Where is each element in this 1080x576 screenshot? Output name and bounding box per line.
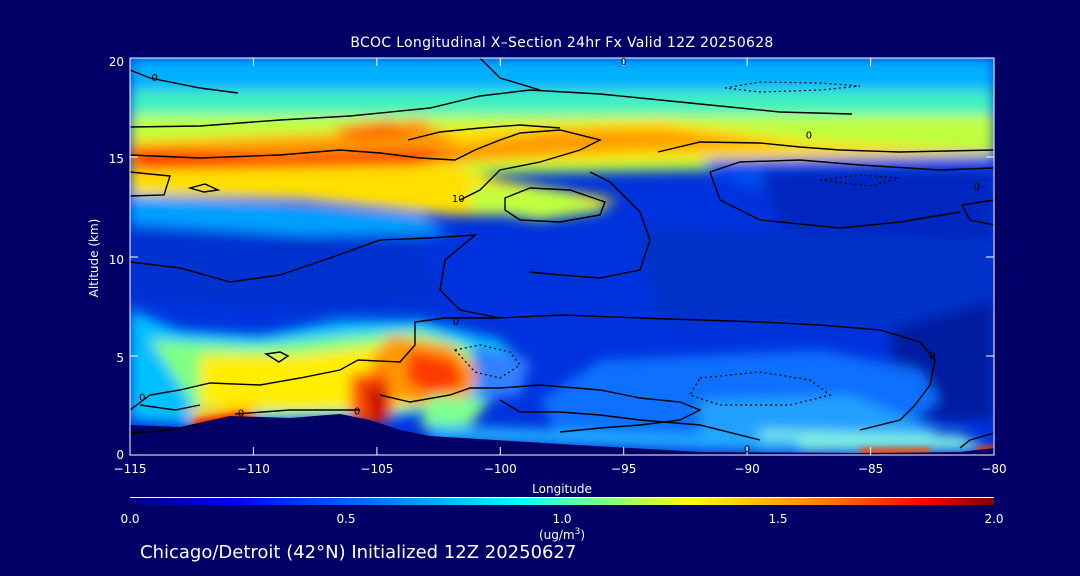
colorbar-tick-label: 0.5 bbox=[336, 512, 356, 526]
x-tick-label: −105 bbox=[360, 462, 394, 476]
contour-label: 0 bbox=[929, 351, 935, 362]
contour-label: 10 bbox=[452, 194, 465, 205]
contour-label: 0 bbox=[453, 317, 459, 328]
terrain-mask bbox=[130, 414, 994, 455]
y-tick-label: 10 bbox=[108, 253, 124, 267]
contour-label: 0 bbox=[974, 182, 980, 193]
colorbar bbox=[130, 498, 994, 505]
x-tick-label: −85 bbox=[857, 462, 884, 476]
contour-lines-dashed bbox=[453, 81, 901, 406]
x-axis-label: Longitude bbox=[532, 482, 592, 496]
y-tick-label: 0 bbox=[116, 448, 124, 462]
x-tick-label: −110 bbox=[236, 462, 270, 476]
colorbar-tick-label: 2.0 bbox=[984, 512, 1004, 526]
y-tick-label: 5 bbox=[116, 351, 124, 365]
colorbar-tick-label: 1.5 bbox=[768, 512, 788, 526]
axis-ticks bbox=[129, 57, 995, 456]
chart-title: BCOC Longitudinal X–Section 24hr Fx Vali… bbox=[350, 35, 774, 51]
contour-label: 0 bbox=[139, 392, 145, 403]
contour-labels: 0 0 0 0 10 0 0 0 0 0 0 bbox=[139, 57, 980, 455]
contour-label: 0 bbox=[621, 57, 627, 68]
contour-label: 0 bbox=[152, 73, 158, 84]
heatmap-field bbox=[130, 58, 994, 455]
y-tick-label: 20 bbox=[108, 55, 124, 69]
colorbar-tick-label: 1.0 bbox=[552, 512, 572, 526]
contour-label: 0 bbox=[238, 408, 244, 419]
x-tick-label: −115 bbox=[113, 462, 147, 476]
contour-label: 0 bbox=[354, 406, 360, 417]
x-tick-label: −80 bbox=[981, 462, 1007, 476]
colorbar-tick-label: 0.0 bbox=[120, 512, 140, 526]
y-tick-label: 15 bbox=[108, 152, 124, 166]
contour-label: 0 bbox=[806, 130, 812, 141]
contour-label: 0 bbox=[744, 444, 750, 455]
colorbar-unit: (ug/m3) bbox=[538, 527, 586, 542]
x-tick-label: −95 bbox=[611, 462, 637, 476]
x-tick-label: −90 bbox=[734, 462, 760, 476]
x-tick-label: −100 bbox=[483, 462, 517, 476]
contour-lines bbox=[130, 58, 994, 449]
footer-caption: Chicago/Detroit (42°N) Initialized 12Z 2… bbox=[140, 542, 577, 563]
